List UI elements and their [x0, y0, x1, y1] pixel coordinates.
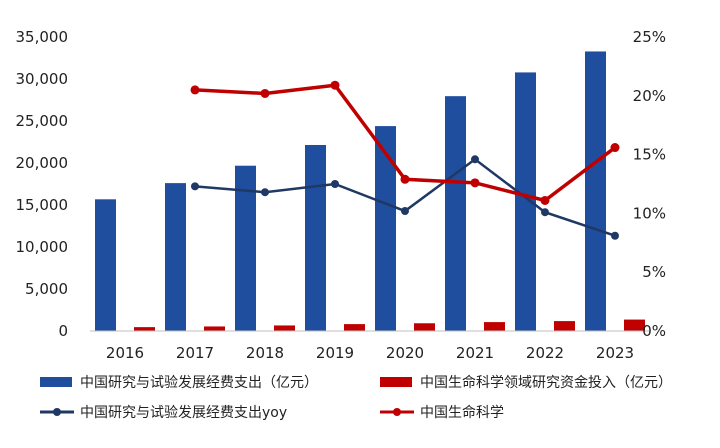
left-axis-tick-label: 35,000	[16, 28, 69, 46]
x-axis-tick-label: 2022	[526, 344, 564, 362]
bar	[445, 96, 466, 331]
x-axis-tick-label: 2020	[386, 344, 424, 362]
bar	[554, 321, 575, 331]
legend-swatch	[40, 377, 72, 387]
line-point	[401, 207, 409, 216]
right-axis: 0% 5% 10% 15% 20% 25%	[633, 28, 666, 340]
bar	[414, 323, 435, 331]
bar	[624, 319, 645, 331]
right-axis-tick-label: 5%	[642, 263, 666, 281]
x-axis-tick-label: 2019	[316, 344, 354, 362]
bar	[344, 324, 365, 331]
right-axis-tick-label: 10%	[633, 204, 666, 222]
x-axis-tick-label: 2018	[246, 344, 284, 362]
line-point	[400, 174, 410, 184]
line-point	[610, 143, 620, 153]
bar	[375, 126, 396, 331]
bar	[484, 322, 505, 331]
bar	[515, 72, 536, 332]
right-axis-tick-label: 15%	[633, 146, 666, 164]
line-point	[541, 208, 549, 217]
left-axis-tick-label: 30,000	[16, 70, 69, 88]
left-axis-tick-label: 10,000	[16, 238, 69, 256]
right-axis-tick-label: 25%	[633, 28, 666, 46]
legend-label: 中国生命科学领域研究资金投入（亿元）	[420, 374, 672, 391]
line-point	[260, 88, 270, 98]
line-point	[261, 188, 269, 197]
x-axis-tick-label: 2017	[176, 344, 214, 362]
legend-marker	[53, 408, 61, 416]
left-axis-tick-label: 0	[58, 322, 68, 340]
legend-marker	[393, 408, 401, 416]
lines-layer	[190, 80, 620, 240]
bar	[204, 326, 225, 331]
legend-label: 中国研究与试验发展经费支出yoy	[80, 405, 287, 421]
left-axis-tick-label: 5,000	[25, 280, 68, 298]
line-point	[330, 80, 340, 90]
bar	[274, 325, 295, 331]
series-line	[194, 157, 616, 237]
line-point	[611, 231, 619, 240]
x-axis-tick-label: 2023	[596, 344, 634, 362]
left-axis-tick-label: 25,000	[16, 112, 69, 130]
bars-layer	[95, 51, 645, 332]
bar	[585, 51, 606, 332]
right-axis-tick-label: 20%	[633, 87, 666, 105]
line-point	[191, 182, 199, 191]
bar	[165, 183, 186, 331]
left-axis-tick-label: 20,000	[16, 154, 69, 172]
legend-label: 中国生命科学	[420, 404, 504, 421]
line-point	[471, 155, 479, 164]
bar	[305, 144, 326, 331]
line-point	[331, 180, 339, 188]
bar	[235, 165, 256, 331]
legend: 中国研究与试验发展经费支出（亿元） 中国生命科学领域研究资金投入（亿元） 中国研究与…	[40, 374, 672, 421]
x-axis: 2016 2017 2018 2019 2020 2021 2022 2023	[106, 344, 634, 362]
bar	[95, 199, 116, 331]
bar	[134, 327, 155, 331]
left-axis-tick-label: 15,000	[16, 196, 69, 214]
x-axis-tick-label: 2021	[456, 344, 494, 362]
line-point	[190, 85, 200, 95]
line-point	[470, 178, 480, 188]
legend-label: 中国研究与试验发展经费支出（亿元）	[80, 375, 318, 391]
x-axis-tick-label: 2016	[106, 344, 144, 362]
left-axis: 0 5,000 10,000 15,000 20,000 25,000 30,000 35,0…	[16, 28, 69, 340]
line-point	[540, 195, 550, 205]
right-axis-tick-label: 0%	[642, 322, 666, 340]
legend-swatch	[380, 377, 412, 387]
